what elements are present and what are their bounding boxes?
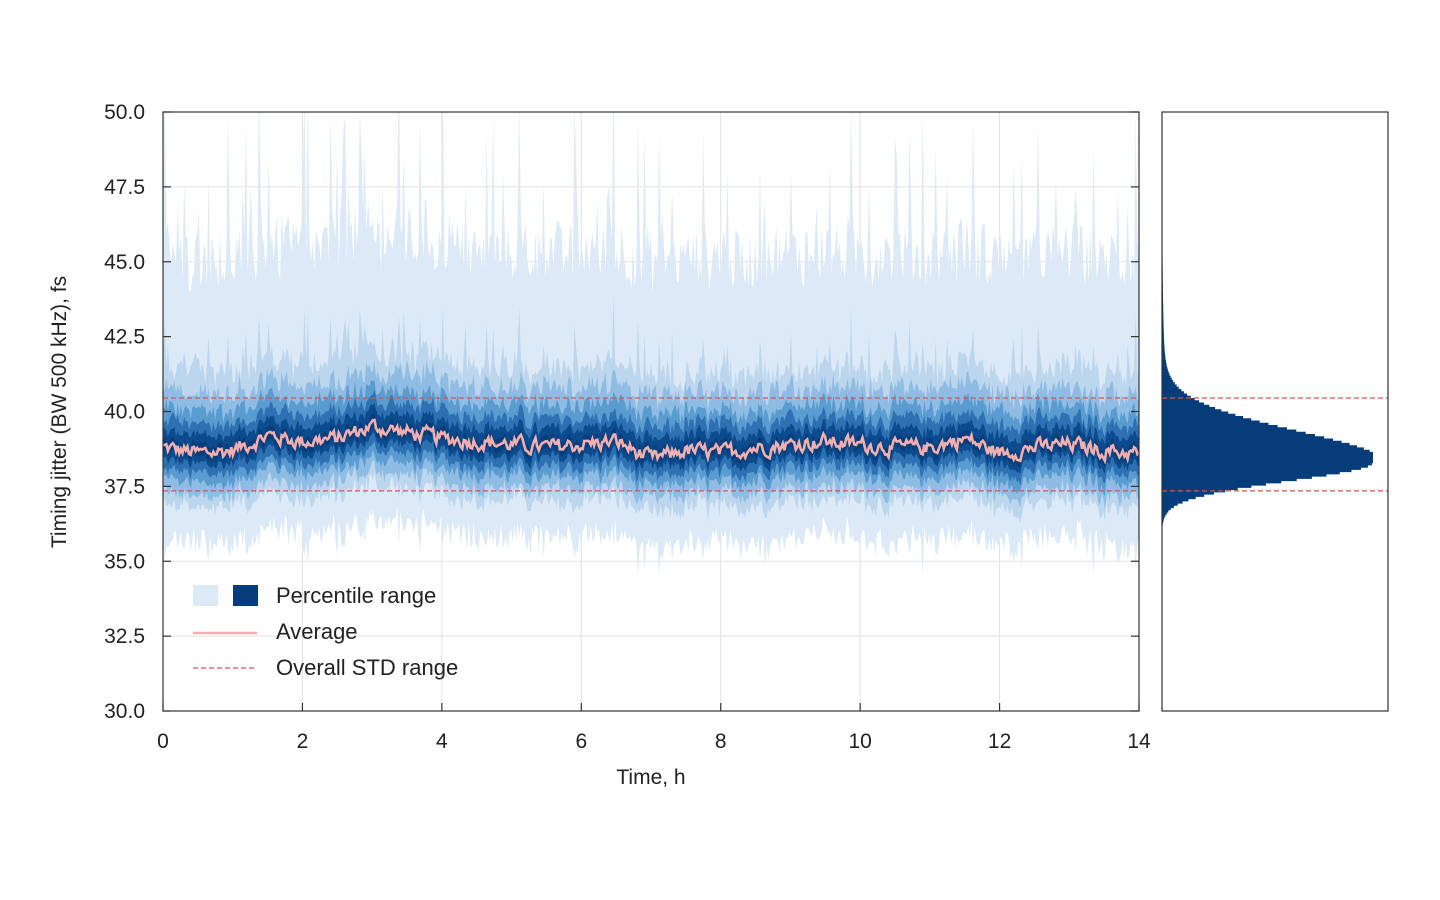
legend-average-label: Average <box>276 619 358 644</box>
main-plot-area: 30.0 32.5 35.0 37.5 40.0 42.5 45.0 47.5 50.0 0 2 4… <box>104 101 1151 753</box>
histogram-panel <box>1161 111 1389 712</box>
y-tick-label: 40.0 <box>104 401 145 424</box>
y-axis-ticks: 30.0 32.5 35.0 37.5 40.0 42.5 45.0 47.5 50.0 <box>104 101 1139 723</box>
legend-swatch-light <box>193 585 218 606</box>
histogram-frame <box>1161 111 1389 712</box>
legend-percentile-label: Percentile range <box>276 583 436 608</box>
x-tick-label: 6 <box>575 730 587 753</box>
y-tick-label: 32.5 <box>104 625 145 648</box>
x-axis-ticks: 0 2 4 6 8 10 12 14 <box>157 703 1151 753</box>
x-axis-label: Time, h <box>616 766 685 789</box>
y-tick-label: 37.5 <box>104 475 145 498</box>
x-tick-label: 8 <box>715 730 727 753</box>
legend-swatch-dark <box>233 585 258 606</box>
legend: Percentile range Average Overall STD ran… <box>193 583 458 680</box>
y-tick-label: 30.0 <box>104 700 145 723</box>
y-tick-label: 42.5 <box>104 326 145 349</box>
x-tick-label: 4 <box>436 730 448 753</box>
average-line <box>163 418 1139 465</box>
x-tick-label: 2 <box>297 730 309 753</box>
x-tick-label: 0 <box>157 730 169 753</box>
y-tick-label: 35.0 <box>104 550 145 573</box>
x-tick-label: 14 <box>1127 730 1151 753</box>
x-tick-label: 12 <box>988 730 1011 753</box>
y-axis-label: Timing jitter (BW 500 kHz), fs <box>48 276 71 548</box>
x-tick-label: 10 <box>848 730 871 753</box>
legend-std-label: Overall STD range <box>276 655 458 680</box>
y-tick-label: 45.0 <box>104 251 145 274</box>
y-tick-label: 50.0 <box>104 101 145 124</box>
percentile-bands <box>163 112 1139 576</box>
y-tick-label: 47.5 <box>104 176 145 199</box>
histogram <box>1162 229 1373 547</box>
